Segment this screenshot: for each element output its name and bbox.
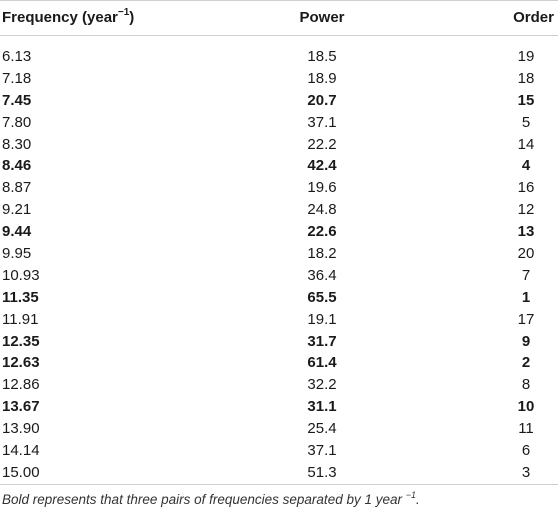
- table-row: 7.45 20.7 15: [0, 90, 558, 112]
- cell-power: 18.5: [307, 48, 337, 65]
- table-row: 12.63 61.4 2: [0, 352, 558, 374]
- cell-power: 22.6: [307, 223, 337, 241]
- cell-frequency: 9.21: [2, 201, 32, 219]
- cell-power: 20.7: [307, 91, 337, 109]
- cell-power: 19.6: [307, 179, 337, 197]
- table-row: 8.30 22.2 14: [0, 134, 558, 156]
- table-row: 10.93 36.4 7: [0, 265, 558, 287]
- cell-power: 31.7: [307, 332, 337, 350]
- cell-order: 17: [517, 310, 535, 328]
- cell-power: 25.4: [307, 420, 337, 438]
- cell-frequency: 12.63: [2, 354, 40, 372]
- cell-order: 13: [517, 223, 535, 241]
- cell-order: 1: [521, 288, 531, 306]
- table-row: 15.00 51.3 3: [0, 462, 558, 484]
- table-row: 8.87 19.6 16: [0, 177, 558, 199]
- cell-power: 24.8: [307, 201, 337, 219]
- cell-order: 3: [521, 463, 531, 481]
- table-bottom-rule: [0, 484, 558, 485]
- table-header: Frequency (year−1) Power Order: [0, 0, 558, 35]
- cell-power: 37.1: [307, 442, 337, 460]
- cell-power: 19.1: [307, 310, 337, 328]
- cell-power: 22.2: [307, 135, 337, 153]
- table-body: 6.13 18.5 19 7.18 18.9 18 7.45 20.7 15 7.80 37.1 5 8…: [0, 46, 558, 484]
- cell-power: 31.1: [307, 398, 337, 416]
- cell-frequency: 11.91: [2, 310, 39, 328]
- table-row: 13.67 31.1 10: [0, 396, 558, 418]
- table-row: 9.21 24.8 12: [0, 199, 558, 221]
- table-row: 7.80 37.1 5: [0, 112, 558, 134]
- table-row: 9.44 22.6 13: [0, 221, 558, 243]
- cell-frequency: 7.18: [2, 69, 32, 87]
- table-row: 11.35 65.5 1: [0, 287, 558, 309]
- cell-frequency: 13.67: [2, 398, 40, 416]
- cell-frequency: 7.45: [2, 91, 32, 109]
- cell-power: 32.2: [307, 376, 337, 394]
- cell-order: 20: [517, 245, 535, 263]
- table-row: 11.91 19.1 17: [0, 309, 558, 331]
- cell-order: 12: [517, 201, 535, 219]
- header-power: Power: [299, 9, 345, 26]
- table-row: 8.46 42.4 4: [0, 155, 558, 177]
- cell-order: 6: [521, 442, 531, 460]
- table-row: 12.86 32.2 8: [0, 374, 558, 396]
- cell-order: 18: [517, 69, 535, 87]
- cell-power: 51.3: [307, 463, 337, 481]
- cell-frequency: 7.80: [2, 113, 32, 131]
- header-order: Order: [513, 9, 554, 26]
- table-row: 7.18 18.9 18: [0, 68, 558, 90]
- cell-order: 4: [521, 157, 531, 175]
- cell-power: 36.4: [307, 266, 337, 284]
- cell-frequency: 14.14: [2, 442, 40, 460]
- cell-frequency: 8.46: [2, 157, 32, 175]
- table-row: 13.90 25.4 11: [0, 418, 558, 440]
- cell-frequency: 13.90: [2, 420, 40, 438]
- cell-power: 42.4: [307, 157, 337, 175]
- cell-frequency: 8.87: [2, 179, 32, 197]
- cell-order: 10: [517, 398, 535, 416]
- cell-frequency: 9.44: [2, 223, 32, 241]
- cell-power: 61.4: [307, 354, 337, 372]
- table-footnote: Bold represents that three pairs of freq…: [2, 489, 420, 507]
- cell-frequency: 11.35: [2, 288, 39, 306]
- cell-frequency: 12.86: [2, 376, 40, 394]
- cell-power: 18.9: [307, 69, 337, 87]
- cell-power: 65.5: [307, 288, 337, 306]
- cell-order: 5: [521, 113, 531, 131]
- cell-order: 7: [521, 266, 531, 284]
- header-frequency: Frequency (year−1): [2, 7, 135, 27]
- cell-frequency: 9.95: [2, 245, 32, 263]
- cell-order: 9: [521, 332, 531, 350]
- cell-frequency: 12.35: [2, 332, 40, 350]
- cell-frequency: 10.93: [2, 266, 40, 284]
- cell-frequency: 8.30: [2, 135, 32, 153]
- table-row: 14.14 37.1 6: [0, 440, 558, 462]
- table-top-rule: [0, 0, 558, 1]
- cell-order: 19: [517, 48, 535, 65]
- cell-order: 8: [521, 376, 531, 394]
- table-row: 12.35 31.7 9: [0, 331, 558, 353]
- cell-frequency: 15.00: [2, 463, 40, 481]
- table-header-rule: [0, 35, 558, 36]
- cell-order: 11: [518, 420, 534, 438]
- cell-order: 16: [517, 179, 535, 197]
- cell-order: 15: [517, 91, 535, 109]
- cell-power: 37.1: [307, 113, 337, 131]
- cell-power: 18.2: [307, 245, 337, 263]
- cell-order: 2: [521, 354, 531, 372]
- cell-frequency: 6.13: [2, 48, 32, 65]
- table-row: 9.95 18.2 20: [0, 243, 558, 265]
- table-row: 6.13 18.5 19: [0, 46, 558, 68]
- cell-order: 14: [517, 135, 535, 153]
